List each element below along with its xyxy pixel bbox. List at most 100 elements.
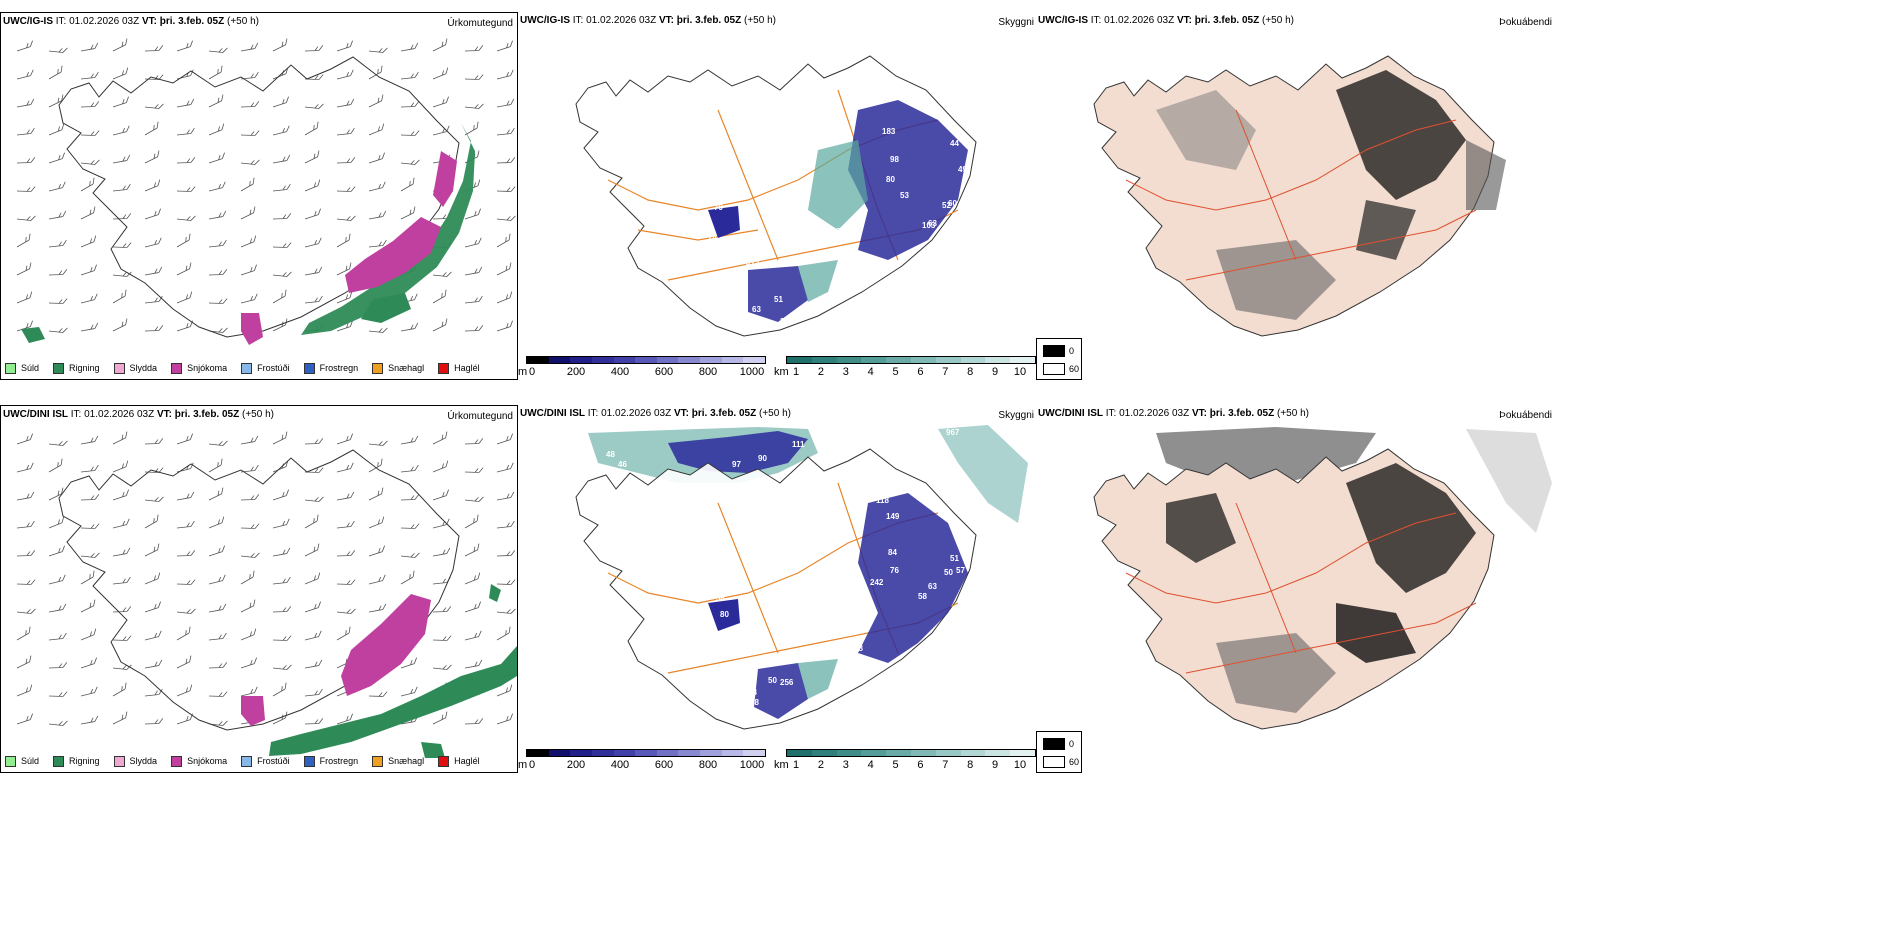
legend-label: Rigning: [69, 363, 100, 373]
wind-barb: [48, 327, 68, 333]
wind-barb: [336, 579, 356, 585]
legend-item: Frostúði: [241, 362, 290, 374]
wind-barb: [208, 298, 228, 304]
wind-barb: [176, 433, 193, 445]
wind-barb: [176, 520, 195, 529]
ceiling-value-label: 67: [958, 540, 967, 549]
valid-label: VT:: [1176, 15, 1192, 26]
valid-time: þri. 3.feb. 05Z: [691, 408, 757, 419]
colorbar-step: [591, 357, 614, 363]
cloud-area-west: [708, 206, 740, 238]
wind-barb: [80, 435, 99, 445]
wind-barb: [16, 491, 35, 501]
fog-legend-label: 60: [1069, 757, 1080, 767]
panel-title: Úrkomutegund: [447, 18, 513, 29]
issue-time: IT: 01.02.2026 03Z: [1090, 15, 1175, 26]
wind-barb: [304, 179, 321, 192]
wind-barb: [240, 523, 260, 529]
wind-barb: [208, 210, 227, 220]
wind-barb: [48, 487, 64, 501]
wind-barb: [48, 691, 68, 697]
wind-barb: [240, 130, 260, 136]
wind-barb: [432, 318, 448, 332]
wind-barb: [112, 682, 127, 697]
wind-barb: [368, 152, 385, 164]
ceiling-value-label: 51: [774, 295, 783, 304]
wind-barb: [240, 570, 255, 585]
colorbar-tick: 600: [654, 366, 674, 378]
wind-barb: [176, 579, 196, 585]
fog-grey-2: [1156, 90, 1256, 170]
wind-barb: [368, 239, 387, 248]
wind-barb: [80, 322, 99, 332]
wind-barb: [112, 547, 131, 557]
wind-barb: [16, 520, 35, 529]
wind-barb: [16, 186, 36, 192]
fog-legend-swatch: [1043, 738, 1065, 750]
wind-barb: [48, 298, 68, 304]
wind-barb: [336, 713, 353, 725]
visibility-colorbar: [786, 356, 1036, 364]
wind-barb: [112, 242, 132, 248]
wind-barb: [80, 235, 97, 248]
fog-panel-bottom: UWC/DINI ISL IT: 01.02.2026 03Z VT: þri.…: [1036, 405, 1556, 773]
legend-swatch: [5, 755, 16, 767]
colorbar-step: [548, 750, 571, 756]
fog-legend-label: 60: [1069, 364, 1080, 374]
colorbar-step: [960, 357, 986, 363]
wind-barb: [208, 123, 225, 136]
wind-barb: [432, 460, 449, 473]
wind-barb: [464, 514, 479, 529]
wind-barb: [144, 543, 160, 557]
legend-swatch: [5, 362, 16, 374]
wind-barb: [368, 327, 388, 333]
ceiling-value-label: 149: [886, 512, 900, 521]
wind-barb: [48, 632, 67, 641]
wind-barb: [336, 186, 356, 192]
snow-area-2: [433, 151, 457, 207]
wind-barb: [144, 601, 161, 613]
legend-item: Snjókoma: [171, 362, 227, 374]
wind-barb: [80, 101, 100, 108]
panel-title: Skyggni: [998, 410, 1034, 421]
legend-label: Slydda: [129, 363, 158, 373]
ceiling-value-label: 79: [714, 203, 723, 212]
wind-barb: [240, 293, 258, 304]
wind-barb: [80, 464, 99, 473]
ceiling-value-label: 56: [716, 594, 725, 603]
wind-barb: [496, 40, 513, 52]
rain-patch-sw: [21, 327, 45, 343]
colorbar-step: [743, 357, 766, 363]
legend-item: Frostregn: [303, 755, 358, 767]
wind-barb: [336, 608, 356, 614]
legend-label: Slydda: [129, 756, 158, 766]
colorbar-tick: 4: [867, 759, 874, 771]
wind-barb: [304, 514, 319, 529]
ceiling-value-label: 48: [606, 450, 615, 459]
valid-time: þri. 3.feb. 05Z: [1194, 15, 1260, 26]
wind-barb: [304, 237, 322, 248]
model-name: UWC/IG-IS: [3, 16, 53, 27]
legend-swatch: [303, 755, 315, 767]
wind-barb: [80, 264, 97, 276]
issue-time: IT: 01.02.2026 03Z: [70, 409, 155, 420]
wind-barb: [432, 431, 448, 445]
legend-label: Frostúði: [257, 363, 290, 373]
issue-time: IT: 01.02.2026 03Z: [572, 15, 657, 26]
snow-area: [341, 594, 431, 696]
wind-barb: [144, 208, 161, 220]
wind-barb: [304, 688, 323, 697]
wind-barb: [16, 127, 35, 136]
colorbar-tick: 1: [792, 366, 800, 378]
ceiling-value-label: 103: [922, 221, 936, 230]
wind-barb: [16, 713, 33, 725]
wind-barb: [496, 491, 515, 501]
wind-barb: [400, 464, 419, 473]
colorbar-step: [886, 750, 911, 756]
wind-barb: [368, 181, 386, 192]
fog-map: [1093, 55, 1506, 337]
legend-item: Rigning: [53, 755, 100, 767]
wind-barb: [432, 489, 449, 501]
colorbar-step: [656, 357, 679, 363]
